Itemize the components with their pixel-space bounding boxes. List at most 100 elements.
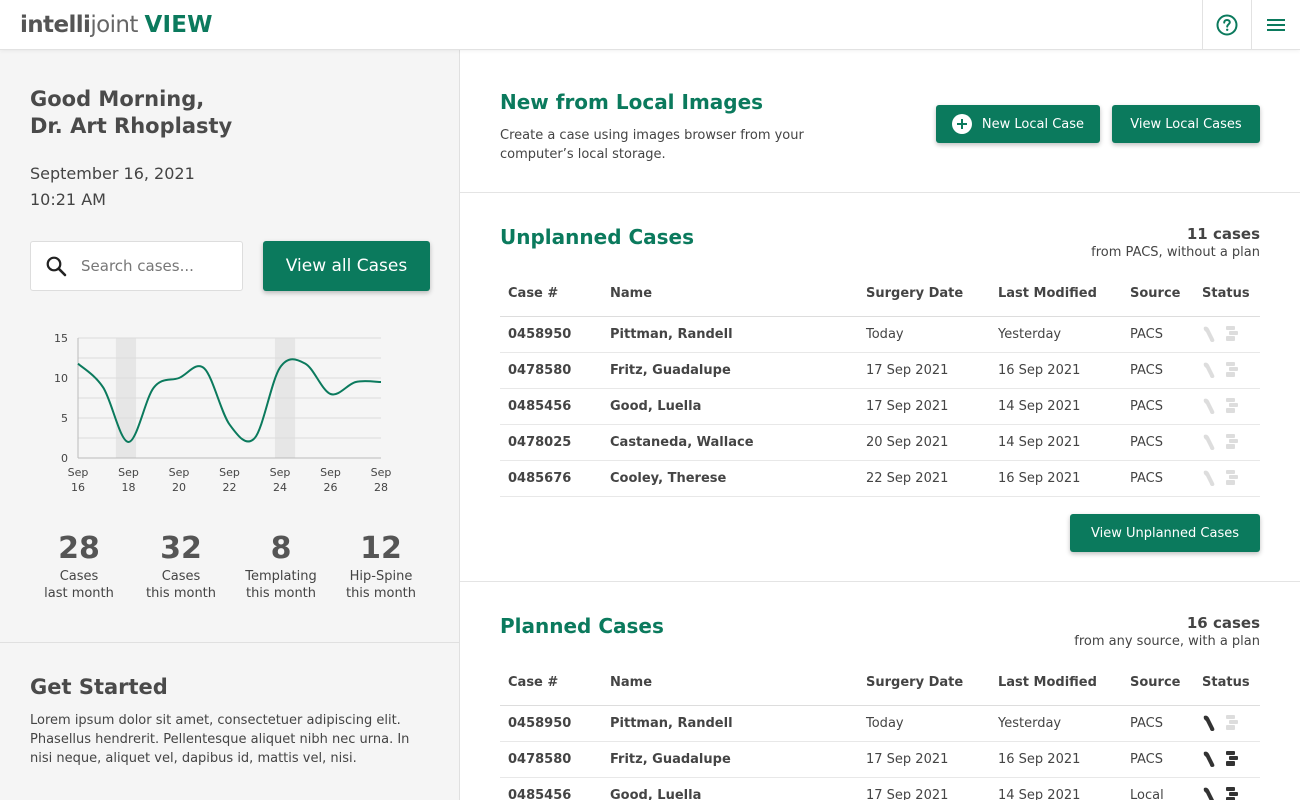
- column-header-source[interactable]: Source: [1122, 661, 1194, 706]
- get-started-title: Get Started: [30, 675, 168, 699]
- source-cell: Local: [1122, 777, 1194, 800]
- surgery-date-cell: 17 Sep 2021: [858, 352, 990, 389]
- table-row[interactable]: 0485456 Good, Luella 17 Sep 2021 14 Sep 202…: [500, 388, 1260, 425]
- cases-line-chart: 0 5 10 15 Sep 16 Sep 18 Sep 20 Sep 22 Sep 24 Sep 26 Sep 2…: [54, 332, 391, 494]
- femur-bone-icon: [1203, 398, 1215, 414]
- status-cell: [1194, 316, 1260, 353]
- table-header-row: Case # Name Surgery Date Last Modified S…: [500, 661, 1260, 706]
- greeting: Good Morning, Dr. Art Rhoplasty: [30, 86, 232, 140]
- patient-name-cell: Pittman, Randell: [602, 705, 858, 742]
- help-button[interactable]: [1202, 0, 1251, 50]
- case-number-cell: 0485456: [500, 388, 602, 425]
- stat-label: Cases: [161, 569, 201, 584]
- status-cell: [1194, 741, 1260, 778]
- last-modified-cell: Yesterday: [990, 705, 1122, 742]
- view-local-cases-button[interactable]: View Local Cases: [1112, 105, 1260, 143]
- column-header-name[interactable]: Name: [602, 661, 858, 706]
- spine-vertebrae-icon: [1226, 434, 1238, 449]
- search-input[interactable]: [81, 257, 231, 275]
- table-row[interactable]: 0485456 Good, Luella 17 Sep 2021 14 Sep 202…: [500, 777, 1260, 800]
- planned-cases-table: Case # Name Surgery Date Last Modified S…: [500, 661, 1260, 800]
- column-header-status[interactable]: Status: [1194, 272, 1260, 317]
- column-header-surgery-date[interactable]: Surgery Date: [858, 661, 990, 706]
- chart-x-tick-label: Sep: [68, 466, 89, 479]
- column-header-last-modified[interactable]: Last Modified: [990, 272, 1122, 317]
- stat-sublabel: this month: [245, 586, 317, 601]
- surgery-date-cell: Today: [858, 316, 990, 353]
- column-header-case-number[interactable]: Case #: [500, 661, 602, 706]
- column-header-surgery-date[interactable]: Surgery Date: [858, 272, 990, 317]
- logo-part-view: VIEW: [144, 12, 213, 38]
- table-row[interactable]: 0478580 Fritz, Guadalupe 17 Sep 2021 16 Sep…: [500, 741, 1260, 778]
- patient-name-cell: Cooley, Therese: [602, 460, 858, 497]
- source-cell: PACS: [1122, 705, 1194, 742]
- case-number-cell: 0478580: [500, 741, 602, 778]
- new-local-case-label: New Local Case: [981, 116, 1085, 132]
- chart-x-tick-label: Sep: [219, 466, 240, 479]
- last-modified-cell: Yesterday: [990, 316, 1122, 353]
- planned-cases-title: Planned Cases: [500, 614, 664, 638]
- table-row[interactable]: 0485676 Cooley, Therese 22 Sep 2021 16 Sep …: [500, 460, 1260, 497]
- column-header-last-modified[interactable]: Last Modified: [990, 661, 1122, 706]
- last-modified-cell: 16 Sep 2021: [990, 460, 1122, 497]
- unplanned-cases-table: Case # Name Surgery Date Last Modified S…: [500, 272, 1260, 497]
- last-modified-cell: 14 Sep 2021: [990, 777, 1122, 800]
- chart-x-tick-label: Sep: [270, 466, 291, 479]
- table-row[interactable]: 0458950 Pittman, Randell Today Yesterday PAC…: [500, 705, 1260, 742]
- femur-bone-icon: [1203, 362, 1215, 378]
- status-cell: [1194, 388, 1260, 425]
- chart-y-tick-label: 0: [61, 452, 68, 465]
- dashboard-sidebar: Good Morning, Dr. Art Rhoplasty Septembe…: [0, 50, 460, 800]
- patient-name-cell: Castaneda, Wallace: [602, 424, 858, 461]
- stat-cases-this-month: 32 Cases this month: [126, 530, 236, 602]
- chart-x-tick-label: 20: [172, 481, 186, 494]
- stat-number: 28: [58, 531, 100, 566]
- planned-count-description: from any source, with a plan: [1074, 634, 1260, 649]
- local-images-description: Create a case using images browser from …: [500, 128, 804, 162]
- column-header-case-number[interactable]: Case #: [500, 272, 602, 317]
- section-divider: [460, 581, 1300, 582]
- get-started-text: Lorem ipsum dolor sit amet, consectetuer…: [30, 713, 410, 766]
- spine-vertebrae-icon: [1226, 715, 1238, 730]
- column-header-name[interactable]: Name: [602, 272, 858, 317]
- hamburger-menu-icon: [1267, 19, 1285, 31]
- status-cell: [1194, 424, 1260, 461]
- stat-number: 8: [270, 531, 292, 566]
- current-datetime: September 16, 2021 10:21 AM: [30, 161, 195, 213]
- greeting-line-1: Good Morning,: [30, 87, 205, 111]
- unplanned-cases-count: 11 cases from PACS, without a plan: [1091, 225, 1260, 262]
- column-header-status[interactable]: Status: [1194, 661, 1260, 706]
- stat-templating-this-month: 8 Templating this month: [226, 530, 336, 602]
- table-row[interactable]: 0478580 Fritz, Guadalupe 17 Sep 2021 16 Sep…: [500, 352, 1260, 389]
- menu-button[interactable]: [1251, 0, 1300, 50]
- chart-x-tick-label: 22: [223, 481, 237, 494]
- column-header-source[interactable]: Source: [1122, 272, 1194, 317]
- table-header-row: Case # Name Surgery Date Last Modified S…: [500, 272, 1260, 317]
- chart-y-tick-label: 10: [54, 372, 68, 385]
- section-divider: [0, 642, 459, 643]
- new-local-case-button[interactable]: New Local Case: [936, 105, 1100, 143]
- last-modified-cell: 14 Sep 2021: [990, 388, 1122, 425]
- stat-cases-last-month: 28 Cases last month: [24, 530, 134, 602]
- source-cell: PACS: [1122, 316, 1194, 353]
- patient-name-cell: Fritz, Guadalupe: [602, 741, 858, 778]
- app-logo[interactable]: intellijoint VIEW: [20, 11, 213, 39]
- top-bar: intellijoint VIEW: [0, 0, 1300, 50]
- search-box[interactable]: [30, 241, 243, 291]
- case-number-cell: 0485676: [500, 460, 602, 497]
- view-unplanned-cases-button[interactable]: View Unplanned Cases: [1070, 514, 1260, 552]
- search-icon: [43, 253, 69, 279]
- plus-circle-icon: [951, 114, 972, 134]
- table-row[interactable]: 0478025 Castaneda, Wallace 20 Sep 2021 14 S…: [500, 424, 1260, 461]
- current-date: September 16, 2021: [30, 164, 195, 183]
- patient-name-cell: Good, Luella: [602, 388, 858, 425]
- current-time: 10:21 AM: [30, 190, 106, 209]
- surgery-date-cell: 17 Sep 2021: [858, 741, 990, 778]
- help-circle-icon: [1216, 14, 1238, 36]
- last-modified-cell: 16 Sep 2021: [990, 741, 1122, 778]
- last-modified-cell: 16 Sep 2021: [990, 352, 1122, 389]
- view-all-cases-button[interactable]: View all Cases: [263, 241, 430, 291]
- chart-x-tick-label: Sep: [169, 466, 190, 479]
- table-row[interactable]: 0458950 Pittman, Randell Today Yesterday PAC…: [500, 316, 1260, 353]
- femur-bone-icon: [1203, 751, 1215, 767]
